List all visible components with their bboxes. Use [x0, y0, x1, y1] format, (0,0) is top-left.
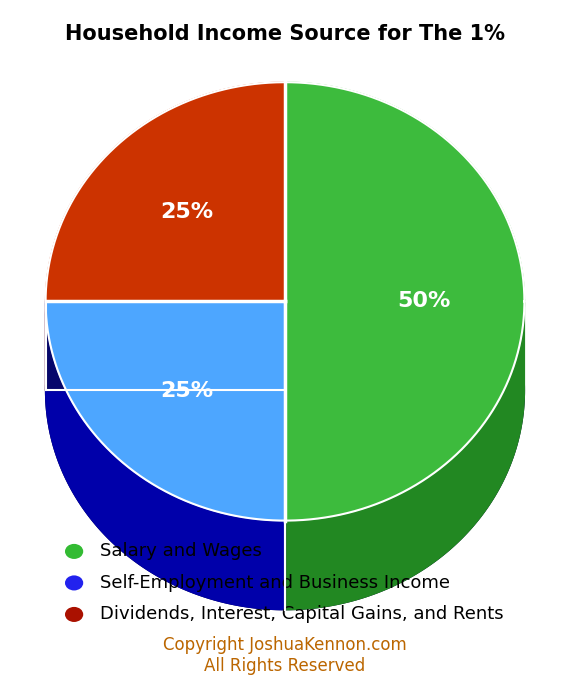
- Ellipse shape: [65, 544, 83, 559]
- Ellipse shape: [65, 607, 83, 622]
- Polygon shape: [46, 171, 524, 610]
- Polygon shape: [285, 299, 524, 610]
- Polygon shape: [46, 301, 285, 390]
- Text: 25%: 25%: [160, 201, 213, 221]
- Text: Salary and Wages: Salary and Wages: [100, 543, 262, 560]
- Ellipse shape: [65, 575, 83, 590]
- Polygon shape: [46, 82, 285, 301]
- Polygon shape: [285, 82, 524, 521]
- Text: Household Income Source for The 1%: Household Income Source for The 1%: [65, 24, 505, 44]
- Polygon shape: [46, 301, 285, 610]
- Text: All Rights Reserved: All Rights Reserved: [205, 657, 365, 675]
- Text: Self-Employment and Business Income: Self-Employment and Business Income: [100, 574, 450, 592]
- Text: Dividends, Interest, Capital Gains, and Rents: Dividends, Interest, Capital Gains, and …: [100, 606, 503, 623]
- Polygon shape: [46, 301, 285, 521]
- Text: 50%: 50%: [397, 291, 450, 312]
- Text: 25%: 25%: [160, 382, 213, 401]
- Text: Copyright JoshuaKennon.com: Copyright JoshuaKennon.com: [163, 636, 407, 654]
